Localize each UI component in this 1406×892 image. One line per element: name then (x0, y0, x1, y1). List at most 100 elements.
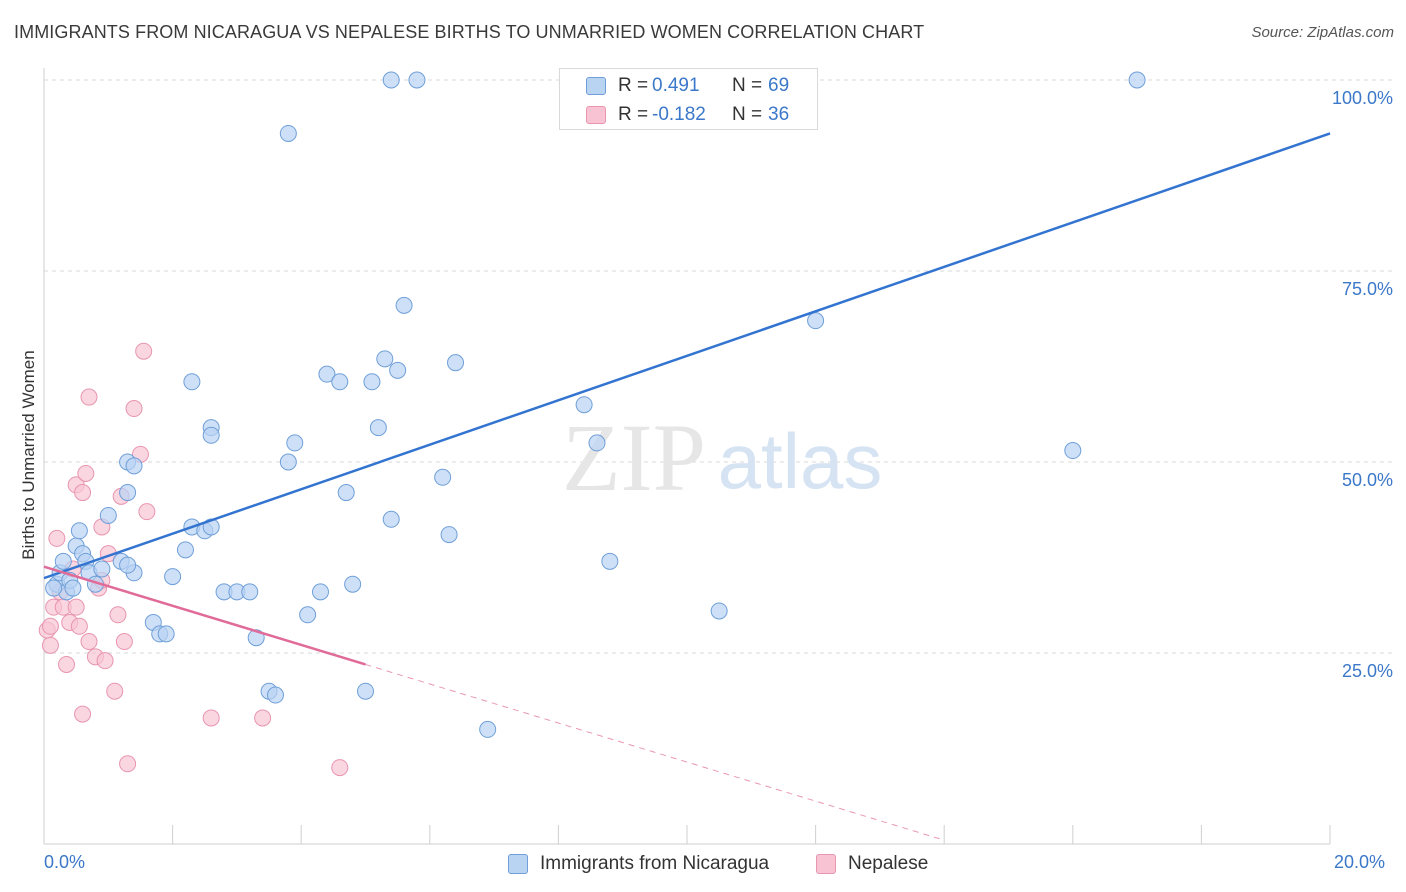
nicaragua-point (54, 552, 72, 570)
nicaragua-point (99, 506, 117, 524)
watermark-atlas: atlas (718, 417, 883, 505)
nicaragua-point (389, 361, 407, 379)
trend-lines (43, 132, 1331, 841)
nicaragua-point (357, 682, 374, 700)
legend-label-nicaragua: Immigrants from Nicaragua (540, 853, 770, 874)
nicaragua-point (337, 484, 355, 502)
legend-n-value: 69 (768, 75, 790, 96)
y-tick-label: 50.0% (1342, 470, 1393, 490)
nepalese-point (41, 617, 59, 635)
nepalese-trend-line (43, 565, 366, 666)
nicaragua-point (241, 583, 259, 601)
legend-swatch-blue (508, 854, 528, 874)
x-tick-label-max: 20.0% (1334, 852, 1386, 872)
legend-n-label: N = (732, 75, 763, 96)
y-tick-label: 25.0% (1342, 661, 1393, 681)
nicaragua-point (1064, 442, 1082, 460)
nicaragua-point (202, 426, 220, 444)
nicaragua-point (369, 419, 387, 437)
nicaragua-point (279, 124, 297, 142)
legend-r-label: R = (618, 75, 649, 96)
legend-swatch-pink (586, 106, 606, 124)
nicaragua-point (382, 510, 400, 528)
legend-n-label: N = (732, 104, 763, 125)
axes (43, 68, 1331, 845)
nicaragua-point (279, 453, 297, 471)
legend-swatch-pink (816, 854, 836, 874)
nicaragua-point (93, 560, 111, 578)
y-tick-labels: 25.0% 50.0% 75.0% 100.0% (1332, 88, 1393, 681)
legend-swatch-blue (586, 77, 606, 95)
nepalese-point (77, 464, 95, 482)
correlation-legend: R = 0.491 N = 69 R = -0.182 N = 36 (559, 68, 818, 130)
nepalese-point (202, 709, 220, 727)
nepalese-point (119, 755, 137, 773)
nicaragua-point (70, 522, 88, 540)
nicaragua-trend-line (43, 132, 1331, 580)
nepalese-point (80, 388, 98, 406)
nicaragua-point (311, 583, 329, 601)
nicaragua-point (382, 71, 400, 89)
nicaragua-point (176, 541, 194, 559)
nicaragua-point (710, 602, 728, 620)
nicaragua-point (331, 373, 349, 391)
nepalese-point (74, 705, 92, 723)
nicaragua-point (286, 434, 304, 452)
source-label: Source: ZipAtlas.com (1251, 24, 1394, 41)
nicaragua-point (299, 606, 317, 624)
nicaragua-point (479, 720, 497, 738)
nicaragua-point (64, 579, 82, 597)
nepalese-point (48, 529, 66, 547)
nicaragua-point (1128, 71, 1146, 89)
nepalese-point (67, 598, 85, 616)
nicaragua-point (344, 575, 362, 593)
x-tick-label-min: 0.0% (44, 852, 86, 872)
nepalese-point (80, 633, 98, 651)
series-legend: Immigrants from Nicaragua Nepalese (0, 852, 1406, 878)
y-tick-label: 75.0% (1342, 279, 1393, 299)
nicaragua-point (408, 71, 426, 89)
nepalese-point (135, 342, 153, 360)
nepalese-point (109, 606, 127, 624)
nepalese-point (106, 682, 124, 700)
nepalese-trend-extension (365, 663, 945, 841)
legend-label-nepalese: Nepalese (848, 853, 929, 874)
nicaragua-point (45, 579, 63, 597)
y-tick-label: 100.0% (1332, 88, 1393, 108)
chart-title: IMMIGRANTS FROM NICARAGUA VS NEPALESE BI… (14, 22, 925, 42)
legend-r-value: -0.182 (652, 104, 706, 125)
nicaragua-point (157, 625, 175, 643)
nepalese-point (58, 655, 76, 673)
nicaragua-point (601, 552, 619, 570)
nicaragua-point (440, 526, 458, 544)
legend-row-nepalese: R = -0.182 N = 36 (560, 100, 817, 130)
nepalese-point (96, 652, 114, 670)
legend-row-nicaragua: R = 0.491 N = 69 (560, 71, 817, 101)
legend-r-value: 0.491 (652, 75, 700, 96)
nicaragua-point (125, 457, 143, 475)
gridlines (44, 79, 1394, 654)
legend-n-value: 36 (768, 104, 790, 125)
nepalese-point (115, 633, 133, 651)
nicaragua-point (266, 686, 284, 704)
nepalese-point (74, 484, 92, 502)
nepalese-point (41, 636, 59, 654)
nicaragua-point (575, 396, 593, 414)
nepalese-point (254, 709, 272, 727)
nicaragua-point (376, 350, 394, 368)
nepalese-point (125, 400, 143, 418)
legend-r-label: R = (618, 104, 649, 125)
nicaragua-point (119, 484, 137, 502)
nicaragua-point (434, 468, 452, 486)
nicaragua-point (183, 373, 201, 391)
watermark-zip: ZIP (562, 404, 706, 511)
nepalese-point (331, 759, 349, 777)
nicaragua-point (318, 365, 336, 383)
nicaragua-point (447, 354, 465, 372)
nicaragua-point (807, 312, 825, 330)
nicaragua-point (119, 556, 137, 574)
nicaragua-point (588, 434, 606, 452)
nepalese-point (138, 503, 156, 521)
nicaragua-point (363, 373, 381, 391)
